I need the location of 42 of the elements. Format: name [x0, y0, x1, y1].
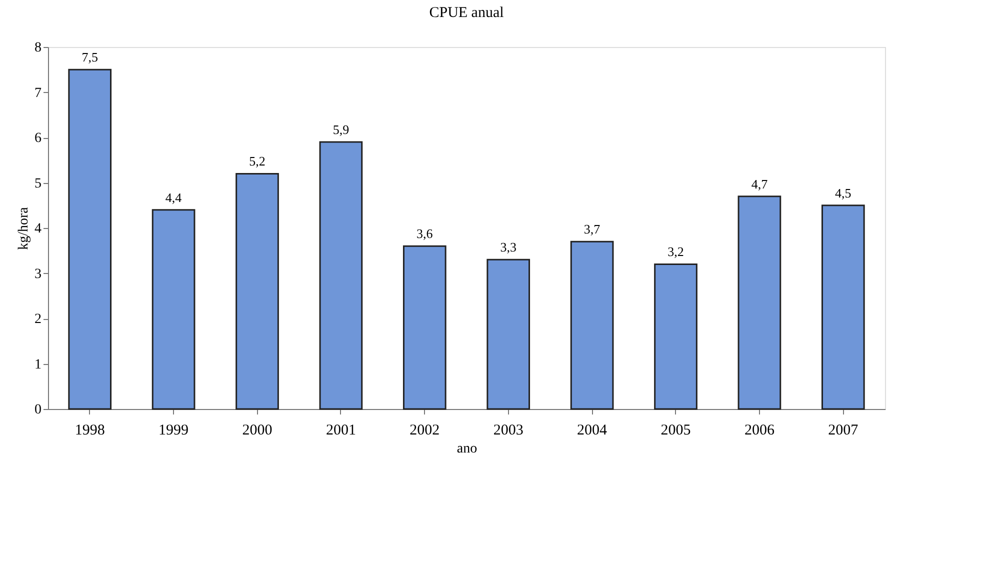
bar — [821, 204, 865, 410]
x-tick-label: 2006 — [744, 422, 775, 438]
data-label: 5,9 — [332, 122, 350, 138]
x-tick-label: 2005 — [660, 422, 691, 438]
x-tick-label: 1998 — [74, 422, 105, 438]
bar — [486, 258, 530, 410]
x-tick-label: 2003 — [493, 422, 524, 438]
chart-title: CPUE anual — [429, 5, 504, 21]
data-label: 7,5 — [82, 50, 98, 65]
data-label: 3,2 — [668, 244, 684, 260]
y-tick-label: 6 — [34, 131, 42, 146]
x-tick-label: 2001 — [326, 422, 356, 438]
y-tick-label: 0 — [34, 402, 42, 418]
y-tick-label: 1 — [34, 357, 42, 372]
bar — [570, 240, 614, 410]
bar — [319, 141, 363, 410]
y-tick-label: 5 — [34, 176, 42, 192]
y-tick-label: 2 — [34, 312, 42, 327]
data-label: 5,2 — [249, 154, 266, 169]
y-axis-title: kg/hora — [16, 206, 32, 250]
y-tick-label: 4 — [34, 222, 42, 236]
x-tick-label: 1999 — [158, 422, 189, 438]
y-tick-label: 3 — [34, 266, 42, 282]
bar — [152, 209, 196, 410]
x-tick-label: 2000 — [242, 422, 272, 438]
bar — [738, 196, 782, 410]
data-label: 4,4 — [165, 190, 182, 205]
bar — [68, 68, 112, 410]
bar — [236, 172, 279, 410]
data-label: 4,7 — [751, 176, 768, 192]
x-tick-label: 2004 — [577, 422, 608, 438]
x-tick-label: 2007 — [828, 422, 859, 438]
x-tick-label: 2002 — [410, 422, 440, 438]
y-tick-label: 7 — [34, 86, 42, 101]
data-label: 3,3 — [500, 240, 516, 255]
bar — [402, 245, 446, 410]
data-label: 3,6 — [416, 226, 434, 242]
y-tick-label: 8 — [34, 40, 42, 56]
x-axis-title: ano — [456, 442, 478, 456]
data-label: 3,7 — [584, 222, 601, 237]
data-label: 4,5 — [835, 185, 852, 200]
bar — [654, 263, 698, 410]
